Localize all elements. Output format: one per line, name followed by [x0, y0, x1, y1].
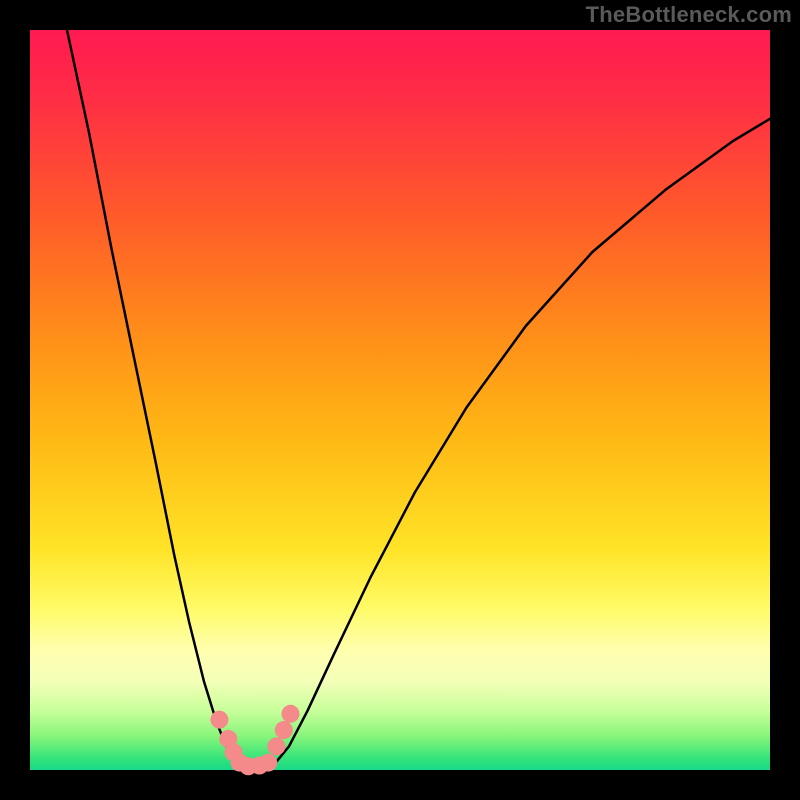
gradient-background	[30, 30, 770, 770]
bottleneck-chart	[0, 0, 800, 800]
data-marker	[281, 705, 299, 723]
data-marker	[259, 754, 277, 772]
watermark-text: TheBottleneck.com	[586, 2, 792, 28]
data-marker	[275, 721, 293, 739]
data-marker	[210, 711, 228, 729]
data-marker	[267, 737, 285, 755]
chart-frame: TheBottleneck.com	[0, 0, 800, 800]
